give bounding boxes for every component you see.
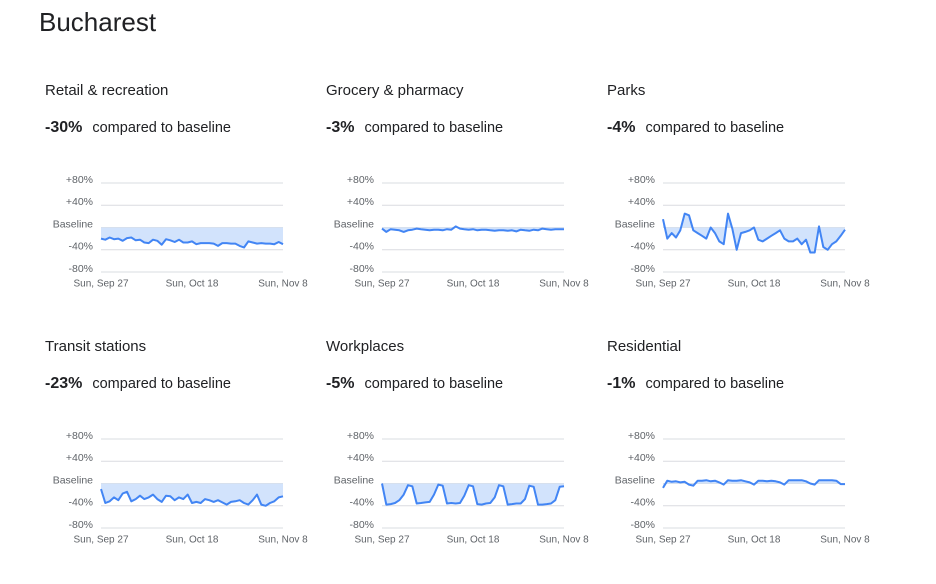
y-tick-label: +80%: [347, 174, 374, 186]
chart-title: Retail & recreation: [45, 82, 168, 99]
y-tick-label: -40%: [630, 241, 655, 253]
change-text: compared to baseline: [92, 120, 231, 136]
area: [382, 483, 564, 505]
y-tick-label: Baseline: [334, 218, 374, 230]
y-tick-label: -40%: [68, 241, 93, 253]
x-tick-label: Sun, Sep 27: [73, 535, 128, 546]
y-tick-label: Baseline: [615, 474, 655, 486]
y-tick-label: +40%: [347, 452, 374, 464]
change-text: compared to baseline: [364, 120, 503, 136]
x-tick-label: Sun, Oct 18: [447, 535, 500, 546]
y-tick-label: Baseline: [53, 218, 93, 230]
x-tick-label: Sun, Nov 8: [539, 279, 589, 290]
x-tick-label: Sun, Oct 18: [728, 535, 781, 546]
y-tick-label: +40%: [347, 196, 374, 208]
x-tick-label: Sun, Sep 27: [354, 279, 409, 290]
line: [662, 479, 845, 489]
change: -4%: [607, 119, 635, 136]
change: -23%: [45, 375, 82, 392]
y-tick-label: -80%: [68, 263, 93, 275]
x-tick-label: Sun, Sep 27: [73, 279, 128, 290]
y-tick-label: -40%: [630, 497, 655, 509]
line: [100, 236, 284, 249]
chart-title: Grocery & pharmacy: [326, 82, 464, 99]
x-tick-label: Sun, Oct 18: [447, 279, 500, 290]
y-tick-label: +80%: [628, 174, 655, 186]
y-tick-label: +40%: [66, 452, 93, 464]
y-tick-label: +80%: [66, 430, 93, 442]
x-tick-label: Sun, Sep 27: [635, 535, 690, 546]
chart-title: Workplaces: [326, 338, 404, 355]
change: -5%: [326, 375, 354, 392]
x-tick-label: Sun, Nov 8: [820, 535, 870, 546]
line: [381, 225, 564, 233]
x-tick-label: Sun, Oct 18: [728, 279, 781, 290]
x-tick-label: Sun, Sep 27: [354, 535, 409, 546]
y-tick-label: +40%: [628, 196, 655, 208]
x-tick-label: Sun, Nov 8: [258, 279, 308, 290]
x-tick-label: Sun, Oct 18: [166, 279, 219, 290]
change: -30%: [45, 119, 82, 136]
y-tick-label: +80%: [628, 430, 655, 442]
y-tick-label: -80%: [349, 263, 374, 275]
y-tick-label: +80%: [66, 174, 93, 186]
change-text: compared to baseline: [645, 376, 784, 392]
change: -3%: [326, 119, 354, 136]
x-tick-label: Sun, Sep 27: [635, 279, 690, 290]
x-tick-label: Sun, Nov 8: [539, 535, 589, 546]
chart-title: Transit stations: [45, 338, 146, 355]
chart-title: Parks: [607, 82, 645, 99]
change-text: compared to baseline: [92, 376, 231, 392]
y-tick-label: -40%: [349, 241, 374, 253]
y-tick-label: Baseline: [615, 218, 655, 230]
change: -1%: [607, 375, 635, 392]
page-title: Bucharest: [39, 7, 157, 37]
y-tick-label: Baseline: [53, 474, 93, 486]
line: [381, 483, 565, 506]
y-tick-label: +80%: [347, 430, 374, 442]
y-tick-label: +40%: [66, 196, 93, 208]
y-tick-label: Baseline: [334, 474, 374, 486]
y-tick-label: -40%: [68, 497, 93, 509]
change-text: compared to baseline: [364, 376, 503, 392]
x-tick-label: Sun, Nov 8: [258, 535, 308, 546]
y-tick-label: -80%: [68, 519, 93, 531]
change-text: compared to baseline: [645, 120, 784, 136]
x-tick-label: Sun, Nov 8: [820, 279, 870, 290]
x-tick-label: Sun, Oct 18: [166, 535, 219, 546]
y-tick-label: -80%: [630, 263, 655, 275]
line: [100, 488, 284, 507]
line: [662, 212, 846, 254]
y-tick-label: -40%: [349, 497, 374, 509]
y-tick-label: +40%: [628, 452, 655, 464]
y-tick-label: -80%: [349, 519, 374, 531]
y-tick-label: -80%: [630, 519, 655, 531]
chart-title: Residential: [607, 338, 681, 355]
